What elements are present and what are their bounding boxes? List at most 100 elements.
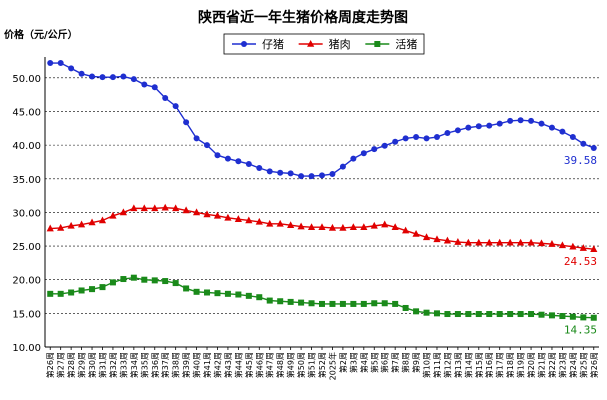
data-point (518, 311, 524, 317)
data-point (256, 165, 262, 171)
data-point (392, 139, 398, 145)
x-tick-label: 第32周 (108, 352, 118, 378)
y-tick-label: 45.00 (12, 107, 41, 118)
line-chart: 陕西省近一年生猪价格周度走势图 价格（元/公斤） 10.0015.0020.00… (0, 0, 607, 400)
data-point (267, 168, 273, 174)
x-tick-label: 2025年 (327, 352, 337, 380)
data-point (152, 84, 158, 90)
data-point (382, 300, 388, 306)
data-point (173, 103, 179, 109)
data-point (371, 146, 377, 152)
data-point (591, 145, 597, 151)
data-point (288, 299, 294, 305)
data-point (246, 161, 252, 167)
data-point (539, 312, 545, 318)
data-point (444, 311, 450, 317)
x-tick-label: 第34周 (129, 352, 139, 378)
x-tick-label: 第21周 (537, 352, 547, 378)
data-point (329, 301, 335, 307)
x-tick-label: 第15周 (474, 352, 484, 378)
legend-marker (241, 41, 247, 47)
data-point (214, 152, 220, 158)
legend-label: 活猪 (395, 38, 417, 51)
data-point (528, 118, 534, 124)
data-point (381, 221, 388, 228)
series-layer: 39.58 24.53 14.35 (47, 60, 598, 337)
x-tick-label: 第13周 (453, 352, 463, 378)
data-point (580, 314, 586, 320)
data-point (559, 313, 565, 319)
data-point (110, 279, 116, 285)
axis-layer: 10.0015.0020.0025.0030.0035.0040.0045.00… (12, 57, 599, 380)
data-point (497, 311, 503, 317)
data-point (183, 119, 189, 125)
x-tick-label: 第24周 (568, 352, 578, 378)
data-point (413, 308, 419, 314)
data-point (455, 311, 461, 317)
data-point (329, 171, 335, 177)
x-tick-label: 第22周 (547, 352, 557, 378)
x-tick-label: 第30周 (87, 352, 97, 378)
y-tick-label: 40.00 (12, 141, 41, 152)
data-point (225, 291, 231, 297)
data-point (89, 73, 95, 79)
data-point (298, 173, 304, 179)
x-tick-label: 第12周 (442, 352, 452, 378)
data-point (298, 300, 304, 306)
x-tick-label: 第23周 (557, 352, 567, 378)
x-tick-label: 第31周 (97, 352, 107, 378)
x-tick-label: 第8周 (401, 352, 411, 373)
x-tick-label: 第20周 (526, 352, 536, 378)
x-tick-label: 第19周 (516, 352, 526, 378)
y-tick-label: 50.00 (12, 74, 41, 85)
x-tick-label: 第25周 (578, 352, 588, 378)
data-point (141, 277, 147, 283)
data-point (173, 280, 179, 286)
data-point (214, 290, 220, 296)
chart-title: 陕西省近一年生猪价格周度走势图 (198, 9, 408, 26)
data-point (99, 74, 105, 80)
x-tick-label: 第38周 (171, 352, 181, 378)
x-tick-label: 第48周 (275, 352, 285, 378)
x-tick-label: 第3周 (348, 352, 358, 373)
data-point (465, 311, 471, 317)
data-point (518, 117, 524, 123)
x-tick-label: 第43周 (223, 352, 233, 378)
x-tick-label: 第52周 (317, 352, 327, 378)
data-point (444, 130, 450, 136)
x-tick-label: 第9周 (411, 352, 421, 373)
y-tick-label: 15.00 (12, 309, 41, 320)
x-tick-label: 第7周 (390, 352, 400, 373)
x-tick-label: 第5周 (369, 352, 379, 373)
data-point (152, 277, 158, 283)
data-point (392, 301, 398, 307)
x-tick-label: 第40周 (192, 352, 202, 378)
data-point (235, 292, 241, 298)
data-point (424, 135, 430, 141)
x-tick-label: 第29周 (77, 352, 87, 378)
data-point (204, 289, 210, 295)
x-tick-label: 第18周 (505, 352, 515, 378)
x-tick-label: 第41周 (202, 352, 212, 378)
data-point (183, 285, 189, 291)
data-point (507, 311, 513, 317)
data-point (194, 135, 200, 141)
data-point (309, 300, 315, 306)
data-point (424, 310, 430, 316)
data-point (120, 73, 126, 79)
data-point (497, 121, 503, 127)
data-point (58, 291, 64, 297)
data-point (131, 76, 137, 82)
data-point (47, 60, 53, 66)
data-point (403, 135, 409, 141)
x-tick-label: 第50周 (296, 352, 306, 378)
data-point (382, 143, 388, 149)
data-point (288, 170, 294, 176)
y-tick-label: 10.00 (12, 343, 41, 354)
data-point (340, 164, 346, 170)
chart-container: 陕西省近一年生猪价格周度走势图 价格（元/公斤） 10.00 15.00 20.00… (0, 0, 607, 400)
x-tick-label: 第27周 (56, 352, 66, 378)
data-point (434, 310, 440, 316)
y-tick-label: 20.00 (12, 276, 41, 287)
data-point (361, 301, 367, 307)
